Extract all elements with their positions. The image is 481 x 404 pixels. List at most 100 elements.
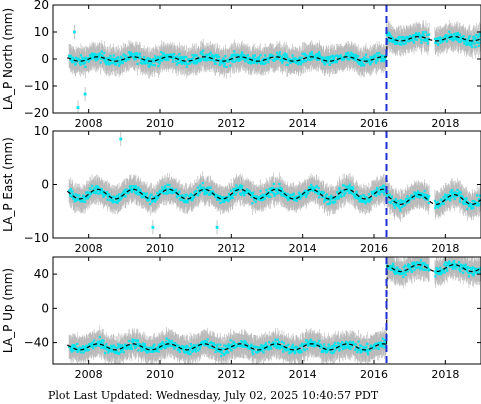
data-point <box>286 198 290 202</box>
data-point <box>183 62 186 65</box>
data-point <box>247 190 250 193</box>
data-point <box>132 189 135 192</box>
data-point <box>238 59 241 62</box>
data-point <box>79 196 83 200</box>
data-point <box>426 195 429 198</box>
data-point <box>113 61 116 64</box>
data-point <box>88 195 91 198</box>
data-point <box>476 194 479 197</box>
data-point <box>159 59 162 62</box>
data-point <box>218 198 221 201</box>
data-point <box>394 42 398 45</box>
data-point <box>235 184 238 187</box>
data-point <box>224 55 227 58</box>
data-point <box>142 195 145 199</box>
data-point <box>89 56 92 59</box>
data-point <box>340 195 343 198</box>
data-point <box>181 194 184 197</box>
data-point <box>467 42 470 45</box>
data-point <box>295 61 298 65</box>
data-point <box>165 192 168 195</box>
data-point <box>250 192 254 195</box>
x-tick-label: 2018 <box>431 117 459 130</box>
data-point <box>479 194 481 197</box>
data-point <box>197 191 200 194</box>
data-point <box>238 185 241 188</box>
data-point <box>186 201 189 204</box>
data-point <box>199 52 202 55</box>
data-point <box>364 53 368 56</box>
data-point <box>385 34 389 37</box>
model-curve-1 <box>67 56 387 62</box>
data-point <box>207 53 211 56</box>
data-point <box>81 194 85 197</box>
data-point <box>471 39 475 42</box>
data-point <box>190 197 193 200</box>
data-point <box>186 199 189 203</box>
data-point <box>182 61 185 64</box>
data-point <box>350 191 353 194</box>
data-point <box>428 33 431 36</box>
data-point <box>254 60 257 63</box>
data-point <box>128 57 131 60</box>
data-point <box>313 188 316 191</box>
data-point <box>348 58 351 61</box>
data-point <box>394 199 397 203</box>
data-point <box>348 183 352 186</box>
data-point <box>349 186 352 189</box>
data-point <box>155 198 158 201</box>
data-point <box>333 55 336 58</box>
data-point <box>74 193 77 196</box>
data-point <box>420 41 423 44</box>
data-point <box>90 57 93 61</box>
data-point <box>302 58 306 62</box>
data-point <box>409 198 412 201</box>
data-point <box>72 58 75 61</box>
data-point <box>305 54 308 57</box>
data-point <box>474 36 477 40</box>
data-point <box>458 200 462 203</box>
data-point <box>457 191 460 195</box>
data-point <box>253 60 256 63</box>
data-point <box>276 187 279 190</box>
data-point <box>87 194 90 197</box>
data-point <box>200 57 204 60</box>
data-point <box>266 58 269 62</box>
data-point <box>417 32 421 35</box>
data-point <box>447 193 450 197</box>
data-point <box>155 57 158 60</box>
data-point <box>442 36 446 40</box>
data-point <box>240 52 243 55</box>
data-point <box>449 33 453 36</box>
data-point <box>448 37 452 40</box>
data-point <box>275 188 279 191</box>
data-point <box>220 59 223 62</box>
data-point <box>246 54 249 57</box>
data-point <box>342 194 345 197</box>
data-point <box>147 198 151 202</box>
data-point <box>330 194 333 197</box>
data-point <box>323 63 327 66</box>
data-point <box>461 195 464 198</box>
data-point <box>305 195 308 199</box>
data-point <box>475 33 478 37</box>
data-point <box>172 191 175 194</box>
data-point <box>169 53 172 56</box>
data-point <box>304 192 307 195</box>
data-point <box>169 191 172 194</box>
data-point <box>352 187 355 190</box>
data-point <box>133 185 136 188</box>
data-point <box>420 39 423 42</box>
data-point <box>146 57 149 60</box>
data-point <box>375 58 378 61</box>
data-point <box>292 197 295 200</box>
data-point <box>208 58 211 62</box>
x-tick-label: 2016 <box>360 117 388 130</box>
data-point <box>456 31 459 35</box>
data-point <box>179 198 182 201</box>
data-point <box>387 34 390 37</box>
data-point <box>389 38 392 41</box>
data-point <box>113 200 116 204</box>
outlier-point <box>73 30 76 34</box>
data-point <box>272 54 275 58</box>
